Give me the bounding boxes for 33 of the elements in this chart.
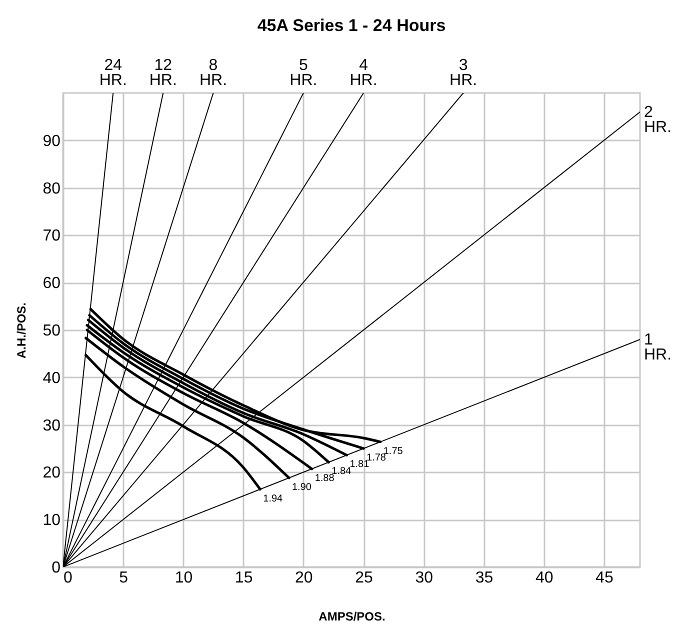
series-label: 24 HR. bbox=[99, 57, 127, 89]
series-label: 5 HR. bbox=[290, 57, 318, 89]
series-label: 1.90 bbox=[292, 482, 312, 493]
x-tick-label: 15 bbox=[234, 570, 253, 586]
x-tick-label: 25 bbox=[355, 570, 374, 586]
y-tick-label: 90 bbox=[42, 132, 61, 150]
x-tick-label: 5 bbox=[119, 570, 128, 586]
y-tick-label: 60 bbox=[42, 275, 61, 292]
series-label: 1 HR. bbox=[644, 331, 672, 364]
y-axis-title: A.H./POS. bbox=[14, 302, 29, 359]
x-tick-label: 0 bbox=[64, 570, 72, 586]
series-label: 4 HR. bbox=[350, 57, 378, 89]
y-tick-label: 30 bbox=[42, 417, 61, 434]
y-tick-label: 50 bbox=[42, 322, 61, 340]
series-label: 1.94 bbox=[263, 493, 284, 504]
y-tick-label: 40 bbox=[42, 370, 61, 387]
x-tick-label: 10 bbox=[174, 570, 193, 586]
x-tick-label: 45 bbox=[596, 570, 614, 586]
series-label: 2 HR. bbox=[644, 104, 672, 136]
y-tick-label: 10 bbox=[42, 512, 61, 530]
series-label: 3 HR. bbox=[450, 57, 478, 89]
series-label: 12 HR. bbox=[149, 57, 177, 89]
x-tick-label: 40 bbox=[535, 570, 554, 586]
x-tick-label: 35 bbox=[475, 570, 494, 586]
series-label: 1.88 bbox=[314, 472, 335, 484]
y-tick-label: 70 bbox=[42, 228, 61, 245]
series-label: 8 HR. bbox=[199, 57, 228, 89]
x-axis-title: AMPS/POS. bbox=[318, 610, 386, 624]
y-tick-label: 20 bbox=[42, 464, 61, 482]
x-tick-label: 30 bbox=[415, 570, 434, 586]
x-tick-label: 20 bbox=[295, 570, 313, 586]
chart-title: 45A Series 1 - 24 Hours bbox=[257, 16, 446, 35]
y-tick-label: 80 bbox=[42, 180, 61, 198]
